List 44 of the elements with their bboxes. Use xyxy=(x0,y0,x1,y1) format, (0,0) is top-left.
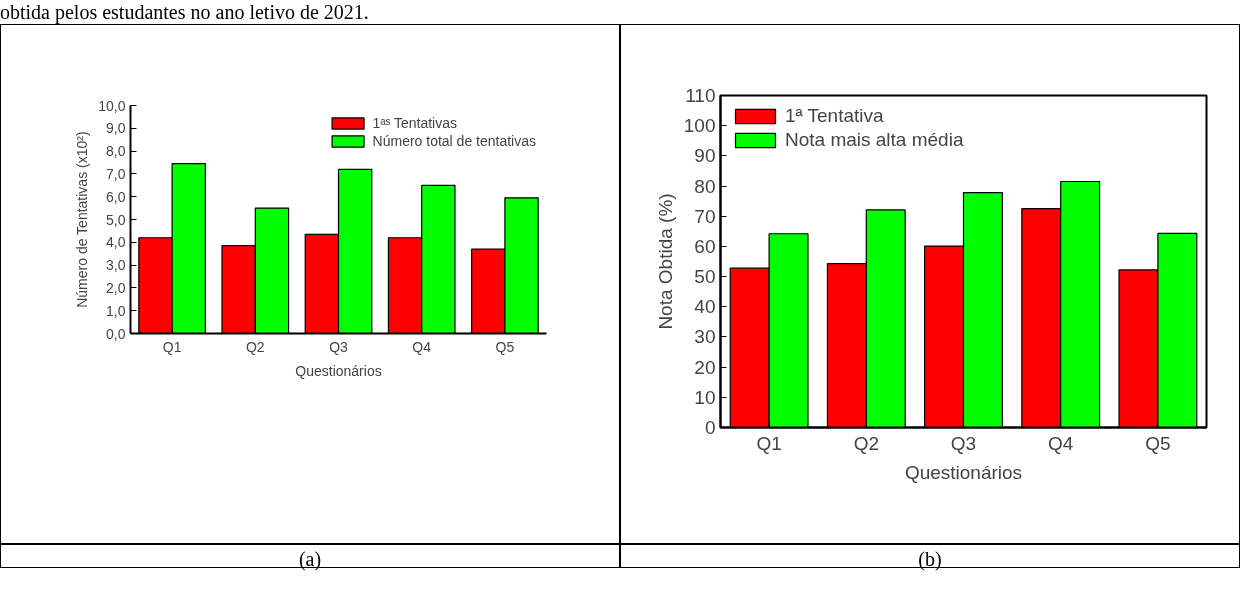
y-tick-label: 0 xyxy=(704,417,716,438)
y-tick-label: 3,0 xyxy=(106,257,126,274)
legend-label: 1ᵃˢ Tentativas xyxy=(372,115,458,131)
y-tick-label: 30 xyxy=(694,326,716,348)
legend-label: Número total de tentativas xyxy=(372,133,536,149)
x-tick-label: Q2 xyxy=(853,432,879,454)
y-tick-label: 90 xyxy=(694,145,716,167)
y-tick-label: 70 xyxy=(694,205,716,227)
x-axis-title: Questionários xyxy=(295,362,382,379)
x-tick-label: Q4 xyxy=(412,338,432,355)
text: (a) xyxy=(298,547,322,573)
y-tick-label: 80 xyxy=(694,175,716,197)
y-tick-label: 40 xyxy=(694,296,716,318)
y-tick-label: 10,0 xyxy=(98,97,126,114)
text: (b) xyxy=(918,547,942,572)
y-axis-title: Nota Obtida (%) xyxy=(654,193,676,330)
y-tick-label: 100 xyxy=(683,115,716,137)
x-axis-title: Questionários xyxy=(904,461,1023,483)
y-tick-label: 5,0 xyxy=(106,211,126,228)
y-tick-label: 6,0 xyxy=(106,188,126,205)
y-tick-label: 9,0 xyxy=(106,120,126,137)
legend-label: 1ª Tentativa xyxy=(785,105,884,127)
x-tick-label: Q4 xyxy=(1048,432,1074,454)
y-tick-label: 1,0 xyxy=(106,302,126,319)
y-tick-label: 20 xyxy=(694,356,716,378)
y-tick-label: 0,0 xyxy=(106,325,126,342)
x-tick-label: Q5 xyxy=(1145,432,1171,454)
y-tick-label: 7,0 xyxy=(106,165,126,182)
y-tick-label: 8,0 xyxy=(106,143,126,160)
legend-label: Nota mais alta média xyxy=(785,129,964,151)
x-tick-label: Q1 xyxy=(162,338,182,355)
x-tick-label: Q2 xyxy=(245,338,265,355)
x-tick-label: Q5 xyxy=(495,338,515,355)
y-tick-label: 60 xyxy=(694,235,716,257)
y-tick-label: 110 xyxy=(685,85,716,106)
y-tick-label: 2,0 xyxy=(106,279,126,296)
y-axis-title: Número de Tentativas (x10²) xyxy=(74,131,91,308)
y-tick-label: 10 xyxy=(694,386,716,408)
x-tick-label: Q3 xyxy=(950,432,977,454)
text: obtida pelos estudantes no ano letivo de 2021. xyxy=(0,0,369,24)
y-tick-label: 4,0 xyxy=(106,234,126,251)
y-tick-label: 50 xyxy=(694,266,716,288)
x-tick-label: Q1 xyxy=(756,432,782,454)
x-tick-label: Q3 xyxy=(329,338,349,355)
